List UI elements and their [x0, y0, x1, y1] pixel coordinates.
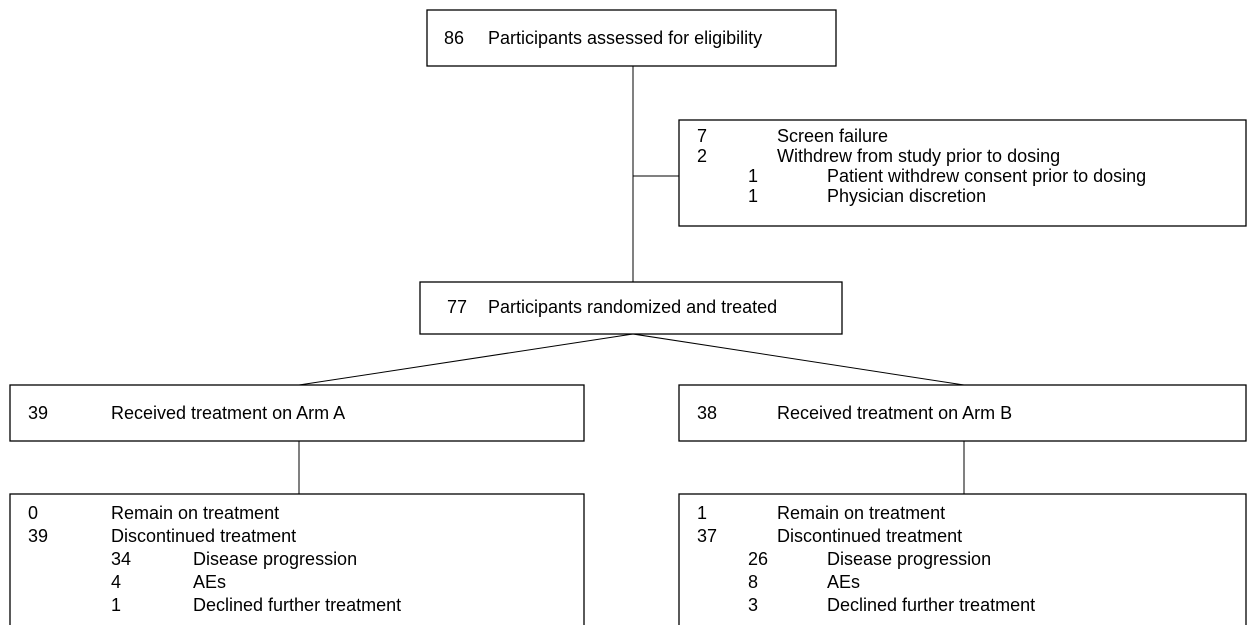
label: Withdrew from study prior to dosing — [777, 146, 1060, 166]
label: Physician discretion — [827, 186, 986, 206]
count: 1 — [111, 595, 121, 615]
label: Disease progression — [193, 549, 357, 569]
count: 4 — [111, 572, 121, 592]
label: Participants randomized and treated — [488, 297, 777, 317]
count: 1 — [748, 186, 758, 206]
screening-box — [426, 9, 837, 67]
label: Discontinued treatment — [777, 526, 962, 546]
exclusions-box — [678, 119, 1247, 227]
count: 86 — [444, 28, 464, 48]
label: Declined further treatment — [827, 595, 1035, 615]
label: Remain on treatment — [777, 503, 945, 523]
count: 8 — [748, 572, 758, 592]
count: 38 — [697, 403, 717, 423]
arm-b-status-box — [678, 493, 1247, 625]
label: Declined further treatment — [193, 595, 401, 615]
arm-b-box — [678, 384, 1247, 442]
count: 34 — [111, 549, 131, 569]
label: AEs — [827, 572, 860, 592]
count: 37 — [697, 526, 717, 546]
arm-a-box — [9, 384, 585, 442]
connector — [632, 333, 965, 386]
count: 77 — [447, 297, 467, 317]
count: 2 — [697, 146, 707, 166]
label: Participants assessed for eligibility — [488, 28, 762, 48]
label: Received treatment on Arm A — [111, 403, 345, 423]
count: 1 — [697, 503, 707, 523]
count: 39 — [28, 403, 48, 423]
label: Received treatment on Arm B — [777, 403, 1012, 423]
count: 0 — [28, 503, 38, 523]
label: AEs — [193, 572, 226, 592]
label: Remain on treatment — [111, 503, 279, 523]
count: 1 — [748, 166, 758, 186]
count: 39 — [28, 526, 48, 546]
label: Discontinued treatment — [111, 526, 296, 546]
randomized-box — [419, 281, 843, 335]
count: 7 — [697, 126, 707, 146]
label: Patient withdrew consent prior to dosing — [827, 166, 1146, 186]
arm-a-status-box — [9, 493, 585, 625]
count: 26 — [748, 549, 768, 569]
label: Disease progression — [827, 549, 991, 569]
connector — [298, 333, 634, 386]
label: Screen failure — [777, 126, 888, 146]
count: 3 — [748, 595, 758, 615]
